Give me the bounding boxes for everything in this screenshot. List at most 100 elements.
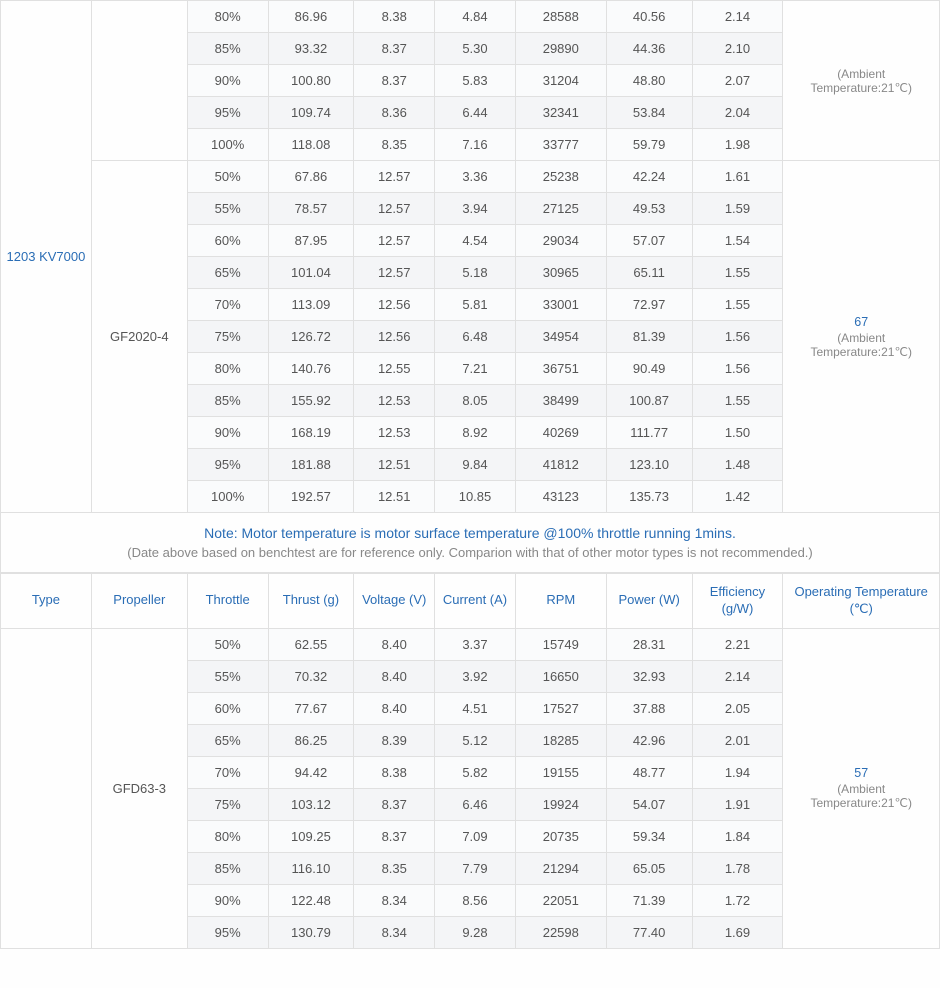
data-cell: 5.81 (435, 289, 516, 321)
data-cell: 54.07 (606, 788, 692, 820)
data-cell: 55% (187, 193, 268, 225)
note-block: Note: Motor temperature is motor surface… (0, 513, 940, 573)
data-cell: 103.12 (268, 788, 354, 820)
data-cell: 18285 (515, 724, 606, 756)
data-cell: 5.12 (435, 724, 516, 756)
data-cell: 8.38 (354, 756, 435, 788)
propeller-cell: GF2020-4 (91, 161, 187, 513)
data-cell: 80% (187, 1, 268, 33)
data-cell: 43123 (515, 481, 606, 513)
data-cell: 17527 (515, 692, 606, 724)
data-cell: 3.37 (435, 628, 516, 660)
data-cell: 80% (187, 820, 268, 852)
data-cell: 7.79 (435, 852, 516, 884)
data-cell: 12.57 (354, 225, 435, 257)
data-cell: 12.51 (354, 481, 435, 513)
data-cell: 1.48 (692, 449, 783, 481)
data-cell: 10.85 (435, 481, 516, 513)
data-cell: 1.55 (692, 257, 783, 289)
data-cell: 8.40 (354, 692, 435, 724)
temp-ambient: (Ambient Temperature:21℃) (810, 67, 912, 95)
data-cell: 12.56 (354, 321, 435, 353)
header-rpm: RPM (515, 574, 606, 629)
data-cell: 59.79 (606, 129, 692, 161)
data-cell: 34954 (515, 321, 606, 353)
data-cell: 42.24 (606, 161, 692, 193)
data-cell: 38499 (515, 385, 606, 417)
data-cell: 81.39 (606, 321, 692, 353)
data-cell: 48.77 (606, 756, 692, 788)
data-cell: 90% (187, 417, 268, 449)
data-cell: 90% (187, 65, 268, 97)
data-cell: 2.04 (692, 97, 783, 129)
data-cell: 87.95 (268, 225, 354, 257)
table-row: GF2020-450%67.8612.573.362523842.241.616… (1, 161, 940, 193)
data-cell: 42.96 (606, 724, 692, 756)
data-cell: 50% (187, 628, 268, 660)
data-cell: 65% (187, 724, 268, 756)
data-cell: 12.57 (354, 161, 435, 193)
data-cell: 8.40 (354, 628, 435, 660)
data-cell: 77.67 (268, 692, 354, 724)
data-cell: 31204 (515, 65, 606, 97)
data-cell: 12.51 (354, 449, 435, 481)
data-cell: 100.87 (606, 385, 692, 417)
data-cell: 60% (187, 225, 268, 257)
data-cell: 2.10 (692, 33, 783, 65)
data-cell: 122.48 (268, 884, 354, 916)
data-cell: 1.98 (692, 129, 783, 161)
data-cell: 12.57 (354, 193, 435, 225)
temp-value: 57 (787, 766, 935, 780)
data-cell: 95% (187, 449, 268, 481)
table-row: GFD63-350%62.558.403.371574928.312.2157(… (1, 628, 940, 660)
data-cell: 12.53 (354, 417, 435, 449)
data-cell: 6.44 (435, 97, 516, 129)
data-cell: 116.10 (268, 852, 354, 884)
propeller-cell: GFD63-3 (91, 628, 187, 948)
data-cell: 59.34 (606, 820, 692, 852)
data-cell: 22051 (515, 884, 606, 916)
data-cell: 6.48 (435, 321, 516, 353)
data-cell: 70% (187, 289, 268, 321)
data-cell: 1.91 (692, 788, 783, 820)
data-cell: 1.69 (692, 916, 783, 948)
data-cell: 49.53 (606, 193, 692, 225)
table-header-row: Type Propeller Throttle Thrust (g) Volta… (1, 574, 940, 629)
data-cell: 109.74 (268, 97, 354, 129)
data-cell: 71.39 (606, 884, 692, 916)
data-cell: 2.21 (692, 628, 783, 660)
data-cell: 1.54 (692, 225, 783, 257)
data-cell: 60% (187, 692, 268, 724)
data-cell: 27125 (515, 193, 606, 225)
data-cell: 1.78 (692, 852, 783, 884)
temp-ambient: (Ambient Temperature:21℃) (810, 331, 912, 359)
data-cell: 7.09 (435, 820, 516, 852)
data-cell: 32341 (515, 97, 606, 129)
data-cell: 12.57 (354, 257, 435, 289)
data-cell: 1.72 (692, 884, 783, 916)
data-cell: 1.42 (692, 481, 783, 513)
data-cell: 90.49 (606, 353, 692, 385)
data-cell: 16650 (515, 660, 606, 692)
data-cell: 57.07 (606, 225, 692, 257)
data-cell: 19924 (515, 788, 606, 820)
data-cell: 78.57 (268, 193, 354, 225)
data-cell: 181.88 (268, 449, 354, 481)
header-efficiency: Efficiency (g/W) (692, 574, 783, 629)
data-cell: 2.05 (692, 692, 783, 724)
data-cell: 65% (187, 257, 268, 289)
header-temp: Operating Temperature (℃) (783, 574, 940, 629)
data-cell: 53.84 (606, 97, 692, 129)
temperature-cell: (Ambient Temperature:21℃) (783, 1, 940, 161)
data-cell: 65.05 (606, 852, 692, 884)
data-cell: 8.05 (435, 385, 516, 417)
data-cell: 12.56 (354, 289, 435, 321)
data-cell: 1.56 (692, 353, 783, 385)
data-cell: 67.86 (268, 161, 354, 193)
data-cell: 55% (187, 660, 268, 692)
data-cell: 2.07 (692, 65, 783, 97)
data-cell: 19155 (515, 756, 606, 788)
data-cell: 22598 (515, 916, 606, 948)
data-cell: 5.83 (435, 65, 516, 97)
data-cell: 168.19 (268, 417, 354, 449)
